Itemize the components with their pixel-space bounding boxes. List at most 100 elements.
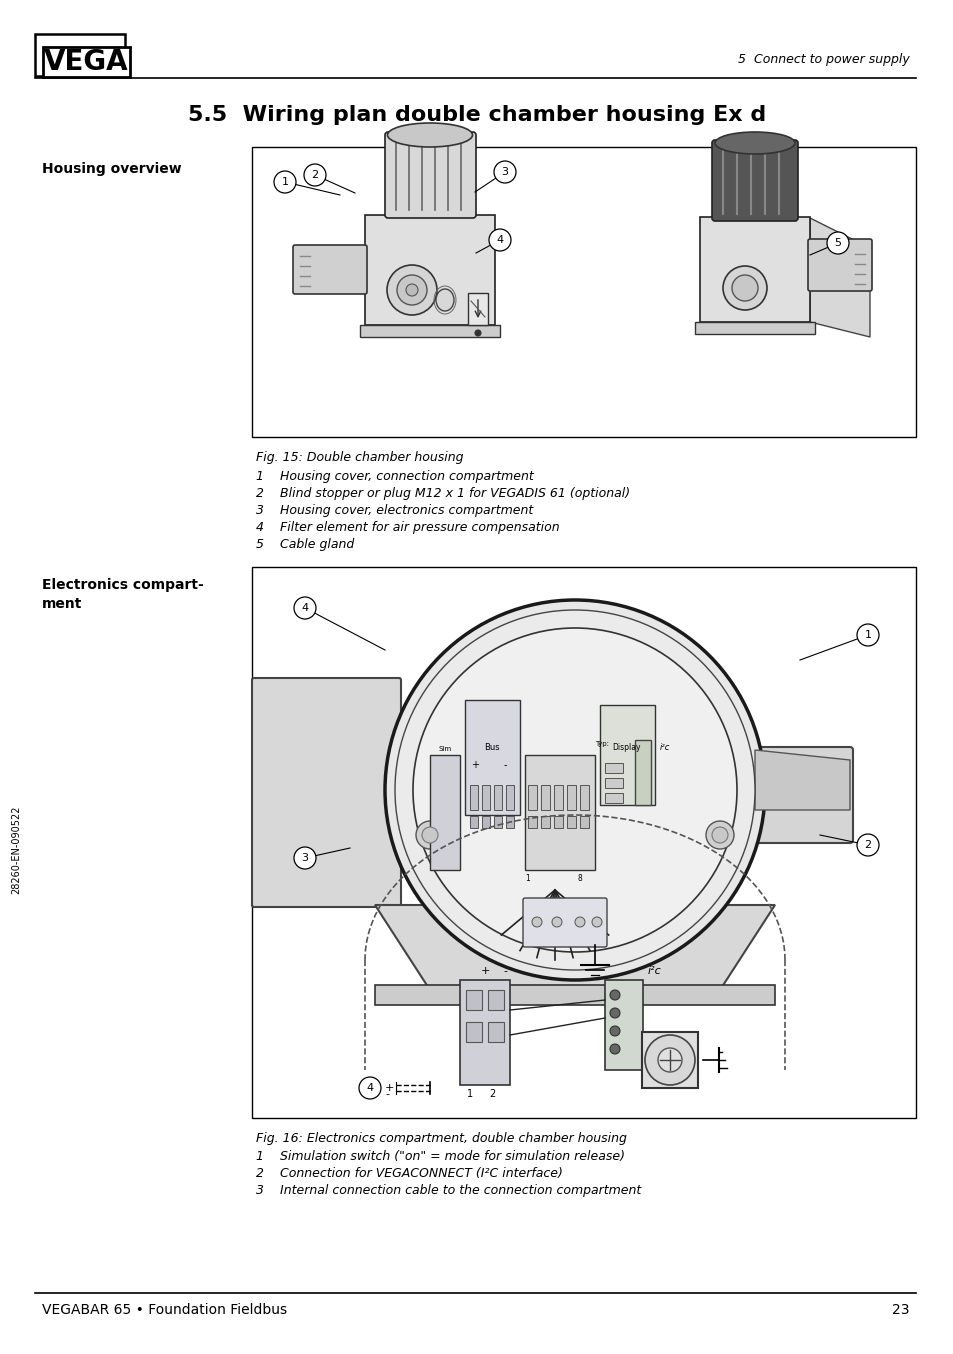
Circle shape [294,597,315,619]
Text: 8: 8 [577,873,581,883]
Text: Housing overview: Housing overview [42,162,181,176]
Bar [465,1022,481,1043]
Bar [554,816,562,829]
Bar [524,756,595,871]
Circle shape [609,1044,619,1053]
Text: 5  Connect to power supply: 5 Connect to power supply [738,54,909,66]
Text: 3    Internal connection cable to the connection compartment: 3 Internal connection cable to the conne… [255,1183,640,1197]
Text: 3: 3 [501,167,508,177]
Circle shape [592,917,601,927]
Text: 1    Simulation switch ("on" = mode for simulation release): 1 Simulation switch ("on" = mode for sim… [255,1150,624,1163]
Bar [579,816,588,829]
Text: Typ:: Typ: [595,741,608,747]
Circle shape [552,917,561,927]
Text: 1: 1 [525,873,530,883]
Bar [459,980,510,1085]
Text: 5: 5 [834,238,841,248]
Bar [566,785,576,810]
Polygon shape [375,904,774,990]
Circle shape [385,600,764,980]
Circle shape [532,917,541,927]
Bar [470,816,477,829]
Bar [494,816,501,829]
Text: VEGA: VEGA [44,47,129,76]
Circle shape [722,265,766,310]
Text: 3: 3 [301,853,308,862]
Text: 1: 1 [466,1089,473,1099]
Text: 1: 1 [863,630,871,640]
Circle shape [609,990,619,1001]
Bar [465,990,481,1010]
Polygon shape [754,750,849,810]
Bar [365,215,495,325]
FancyBboxPatch shape [807,240,871,291]
FancyBboxPatch shape [385,131,476,218]
Bar [540,816,550,829]
FancyBboxPatch shape [751,747,852,844]
Circle shape [387,265,436,315]
Circle shape [609,1026,619,1036]
Circle shape [856,624,878,646]
Text: Display: Display [612,743,640,751]
Bar [700,217,809,322]
Circle shape [705,821,733,849]
Bar [252,148,915,437]
Circle shape [358,1076,380,1099]
Bar [505,816,514,829]
Circle shape [406,284,417,297]
Bar [470,785,477,810]
Circle shape [304,164,326,185]
Circle shape [421,827,437,844]
Text: Fig. 16: Electronics compartment, double chamber housing: Fig. 16: Electronics compartment, double… [255,1132,626,1145]
Bar [481,785,490,810]
Circle shape [489,229,511,250]
Bar [488,990,503,1010]
Circle shape [416,821,443,849]
Bar [641,1032,698,1089]
Bar [494,785,501,810]
Bar [505,785,514,810]
Circle shape [609,1007,619,1018]
Circle shape [494,161,516,183]
Ellipse shape [387,123,472,148]
Circle shape [475,330,480,336]
Text: Electronics compart-: Electronics compart- [42,578,204,592]
Bar [579,785,588,810]
Circle shape [731,275,758,301]
Text: -: - [385,1089,389,1099]
Polygon shape [809,218,869,337]
Text: 1: 1 [281,177,288,187]
Text: 5    Cable gland: 5 Cable gland [255,538,354,551]
FancyBboxPatch shape [252,678,400,907]
Text: 1    Housing cover, connection compartment: 1 Housing cover, connection compartment [255,470,533,483]
Circle shape [658,1048,681,1072]
Bar [527,816,537,829]
Text: Bus: Bus [484,743,499,751]
Text: 4: 4 [496,236,503,245]
Text: 4: 4 [301,603,308,613]
Bar [695,322,814,334]
Bar [527,785,537,810]
Bar [635,741,650,806]
Bar [252,567,915,1118]
Text: 2    Blind stopper or plug M12 x 1 for VEGADIS 61 (optional): 2 Blind stopper or plug M12 x 1 for VEGA… [255,487,630,500]
Text: 4    Filter element for air pressure compensation: 4 Filter element for air pressure compen… [255,521,559,533]
Bar [554,785,562,810]
Bar [604,793,622,803]
Bar [604,779,622,788]
Text: Sim: Sim [438,746,451,751]
Bar [540,785,550,810]
Circle shape [395,611,754,969]
Circle shape [826,232,848,255]
FancyBboxPatch shape [522,898,606,946]
Text: i²c: i²c [659,743,670,751]
Ellipse shape [714,131,794,154]
Text: +: + [471,760,478,770]
Text: 28260-EN-090522: 28260-EN-090522 [11,806,21,894]
Bar [481,816,490,829]
Bar [488,1022,503,1043]
Bar [468,292,488,325]
Text: 5.5  Wiring plan double chamber housing Ex d: 5.5 Wiring plan double chamber housing E… [188,106,765,125]
Circle shape [413,628,737,952]
Bar [375,984,774,1005]
